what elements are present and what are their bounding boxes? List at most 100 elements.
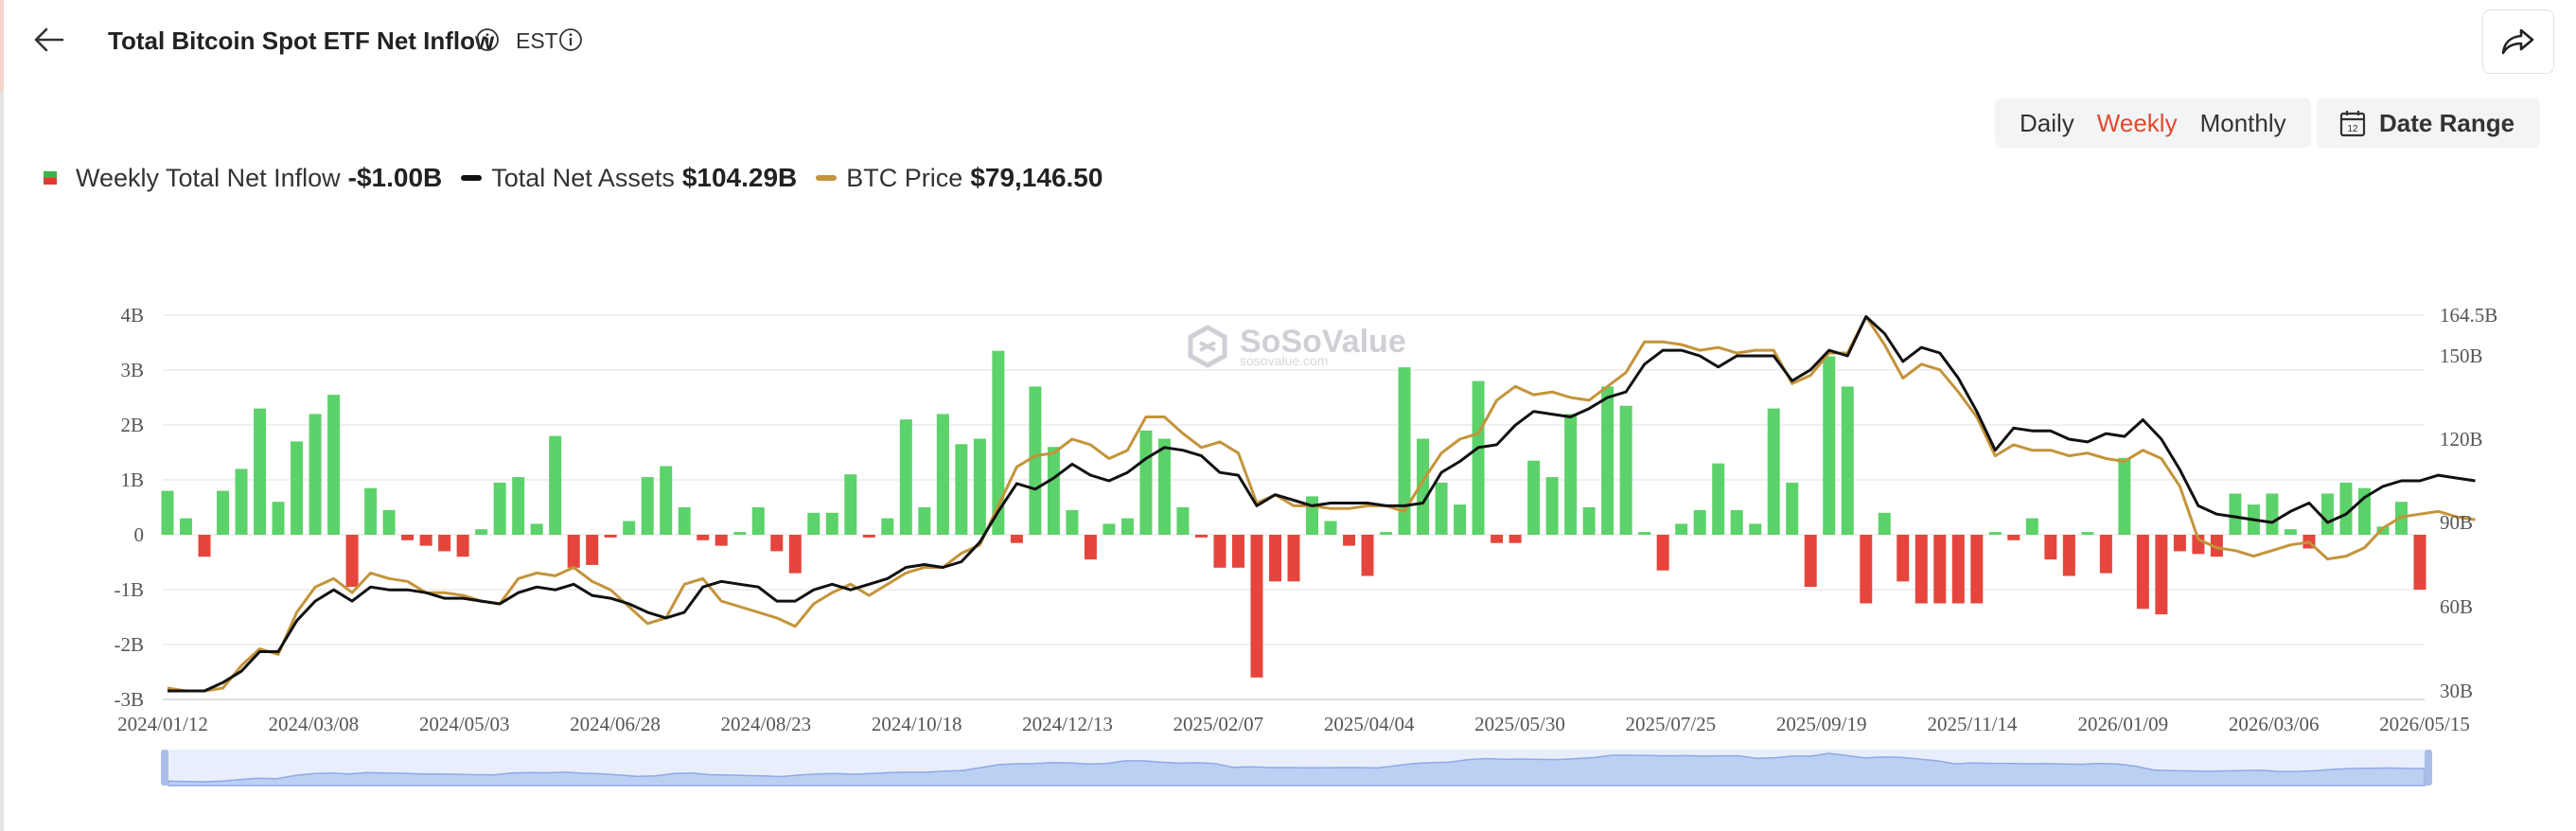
inflow-bar[interactable] bbox=[1878, 512, 1891, 535]
inflow-bar[interactable] bbox=[1860, 535, 1873, 604]
inflow-bar[interactable] bbox=[235, 469, 248, 535]
inflow-bar[interactable] bbox=[1361, 535, 1374, 576]
inflow-bar[interactable] bbox=[899, 419, 912, 535]
inflow-bar[interactable] bbox=[1914, 535, 1928, 604]
inflow-bar[interactable] bbox=[1139, 430, 1153, 535]
inflow-bar[interactable] bbox=[733, 532, 747, 535]
inflow-bar[interactable] bbox=[1306, 496, 1319, 535]
inflow-bar[interactable] bbox=[918, 507, 931, 535]
inflow-bar[interactable] bbox=[1398, 367, 1411, 535]
inflow-bar[interactable] bbox=[1417, 438, 1430, 536]
title-info-icon[interactable] bbox=[475, 27, 500, 52]
inflow-bar[interactable] bbox=[2081, 532, 2094, 535]
inflow-bar[interactable] bbox=[1509, 535, 1522, 543]
inflow-bar[interactable] bbox=[1194, 535, 1208, 538]
inflow-bar[interactable] bbox=[2025, 518, 2038, 535]
inflow-bar[interactable] bbox=[530, 523, 543, 535]
share-button[interactable] bbox=[2482, 9, 2554, 74]
inflow-bar[interactable] bbox=[641, 477, 654, 535]
inflow-bar[interactable] bbox=[549, 435, 562, 535]
timezone-info-icon[interactable] bbox=[558, 27, 583, 52]
inflow-bar[interactable] bbox=[345, 535, 359, 588]
navigator-right-handle[interactable] bbox=[2425, 750, 2432, 786]
inflow-bar[interactable] bbox=[2284, 529, 2297, 535]
inflow-bar[interactable] bbox=[401, 535, 415, 540]
inflow-bar[interactable] bbox=[2229, 493, 2242, 536]
inflow-bar[interactable] bbox=[788, 535, 802, 574]
inflow-bar[interactable] bbox=[1786, 482, 1799, 535]
inflow-bar[interactable] bbox=[1656, 535, 1669, 571]
inflow-bar[interactable] bbox=[364, 487, 378, 535]
inflow-bar[interactable] bbox=[1601, 386, 1614, 535]
inflow-bar[interactable] bbox=[770, 535, 784, 552]
inflow-bar[interactable] bbox=[1582, 507, 1596, 535]
inflow-bar[interactable] bbox=[2118, 457, 2131, 535]
inflow-bar[interactable] bbox=[604, 535, 617, 538]
inflow-bar[interactable] bbox=[1343, 535, 1356, 546]
inflow-bar[interactable] bbox=[660, 466, 673, 536]
inflow-bar[interactable] bbox=[327, 395, 341, 535]
inflow-bar[interactable] bbox=[1103, 523, 1116, 535]
period-monthly[interactable]: Monthly bbox=[2199, 108, 2286, 137]
navigator-left-handle[interactable] bbox=[161, 750, 168, 786]
inflow-bar[interactable] bbox=[2376, 526, 2390, 535]
inflow-bar[interactable] bbox=[1176, 507, 1190, 535]
inflow-bar[interactable] bbox=[2136, 535, 2149, 610]
inflow-bar[interactable] bbox=[2099, 535, 2112, 574]
inflow-bar[interactable] bbox=[1749, 523, 1762, 535]
inflow-bar[interactable] bbox=[1693, 509, 1706, 535]
inflow-bar[interactable] bbox=[438, 535, 451, 552]
inflow-bar[interactable] bbox=[1933, 535, 1947, 604]
inflow-bar[interactable] bbox=[512, 477, 525, 535]
inflow-bar[interactable] bbox=[1010, 535, 1023, 543]
inflow-bar[interactable] bbox=[217, 490, 230, 535]
inflow-bar[interactable] bbox=[1767, 408, 1780, 535]
inflow-bar[interactable] bbox=[1564, 414, 1578, 535]
inflow-bar[interactable] bbox=[2210, 535, 2223, 557]
inflow-bar[interactable] bbox=[1527, 460, 1541, 535]
inflow-bar[interactable] bbox=[1675, 523, 1688, 535]
inflow-bar[interactable] bbox=[1324, 521, 1337, 536]
inflow-bar[interactable] bbox=[1897, 535, 1910, 582]
inflow-bar[interactable] bbox=[881, 518, 894, 535]
inflow-bar[interactable] bbox=[2320, 493, 2334, 536]
inflow-bar[interactable] bbox=[1268, 535, 1281, 582]
date-range-button[interactable]: 12 Date Range bbox=[2317, 98, 2540, 148]
inflow-bar[interactable] bbox=[1841, 386, 1854, 535]
inflow-bar[interactable] bbox=[1545, 477, 1559, 535]
period-weekly[interactable]: Weekly bbox=[2096, 108, 2178, 137]
inflow-bar[interactable] bbox=[2266, 493, 2279, 536]
legend-inflow[interactable]: Weekly Total Net Inflow -$1.00B bbox=[44, 163, 442, 193]
inflow-bar[interactable] bbox=[1066, 509, 1079, 535]
inflow-bar[interactable] bbox=[475, 529, 488, 535]
inflow-bar[interactable] bbox=[1287, 535, 1300, 582]
inflow-bar[interactable] bbox=[567, 535, 580, 568]
inflow-bar[interactable] bbox=[936, 414, 949, 535]
inflow-bar[interactable] bbox=[2413, 535, 2426, 590]
inflow-bar[interactable] bbox=[992, 350, 1005, 535]
inflow-bar[interactable] bbox=[254, 408, 267, 535]
inflow-bar[interactable] bbox=[623, 521, 636, 536]
inflow-bar[interactable] bbox=[2173, 535, 2186, 552]
legend-assets[interactable]: Total Net Assets $104.29B bbox=[461, 163, 797, 193]
inflow-bar[interactable] bbox=[807, 512, 820, 535]
inflow-bar[interactable] bbox=[1730, 509, 1743, 535]
inflow-bar[interactable] bbox=[2044, 535, 2057, 560]
inflow-bar[interactable] bbox=[309, 414, 322, 535]
inflow-bar[interactable] bbox=[2062, 535, 2075, 576]
inflow-bar[interactable] bbox=[456, 535, 469, 557]
inflow-bar[interactable] bbox=[1047, 447, 1060, 535]
inflow-bar[interactable] bbox=[1120, 518, 1134, 535]
inflow-bar[interactable] bbox=[1454, 504, 1467, 535]
period-daily[interactable]: Daily bbox=[2020, 108, 2074, 137]
inflow-bar[interactable] bbox=[1988, 532, 2002, 535]
inflow-bar[interactable] bbox=[2155, 535, 2168, 615]
inflow-bar[interactable] bbox=[586, 535, 599, 565]
inflow-bar[interactable] bbox=[825, 512, 838, 535]
inflow-bar[interactable] bbox=[1619, 405, 1632, 535]
inflow-bar[interactable] bbox=[1804, 535, 1817, 588]
inflow-bar[interactable] bbox=[180, 518, 193, 535]
inflow-bar[interactable] bbox=[1712, 463, 1725, 535]
inflow-bar[interactable] bbox=[1491, 535, 1504, 543]
